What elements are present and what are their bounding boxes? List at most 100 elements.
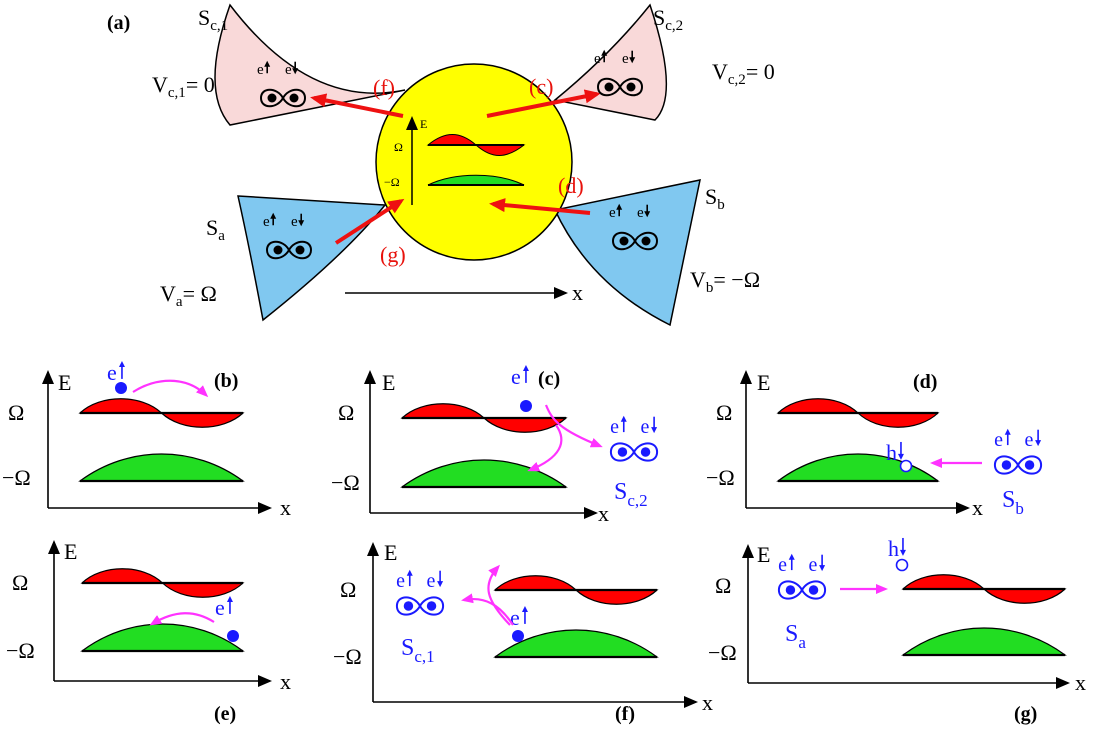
- lead-sa-voltage: Va= Ω: [160, 281, 217, 310]
- svg-text:e: e: [609, 205, 616, 221]
- lead-sc2-voltage: Vc,2= 0: [712, 59, 775, 88]
- panel-f: ExΩ−Ωee eSc,1(f): [333, 540, 713, 725]
- panel-f-lower-level: [493, 629, 659, 659]
- svg-text:e: e: [107, 360, 117, 385]
- panel-b: Ex Ω −Ω e (b): [2, 360, 291, 520]
- panel-g-label: (g): [1014, 703, 1037, 725]
- svg-text:e: e: [291, 214, 298, 230]
- panel-g: Ex Ω −Ω h e e Sa (g): [708, 536, 1086, 725]
- panel-c-omega: Ω: [338, 400, 354, 425]
- arrow-d: [489, 198, 591, 215]
- panel-f-electron-label: e: [510, 605, 528, 630]
- svg-text:e: e: [215, 595, 225, 620]
- lead-sa-name: Sa: [206, 215, 225, 244]
- svg-text:e: e: [641, 416, 650, 438]
- panel-f-arrow-up: [487, 564, 511, 626]
- arrow-d-label: (d): [558, 173, 584, 198]
- panel-f-minus-omega: −Ω: [333, 644, 362, 669]
- lead-sa: [237, 195, 387, 322]
- panel-e-minus-omega: −Ω: [6, 638, 35, 663]
- panel-c: ExΩ−Ωee eSc,2(c): [331, 364, 659, 526]
- dot-level-upper: [426, 134, 526, 156]
- lead-sc1-name: Sc,1: [198, 5, 228, 34]
- panel-b-minus-omega: −Ω: [2, 465, 31, 490]
- arrow-c-label: (c): [529, 74, 553, 99]
- quantum-dot: [375, 63, 573, 261]
- panel-e-e-label: E: [64, 539, 77, 564]
- panel-g-lead-name: Sa: [785, 621, 806, 652]
- panel-d-lower-level: [776, 453, 940, 483]
- svg-text:e: e: [594, 51, 601, 67]
- panel-f-lead-name: Sc,1: [401, 635, 435, 666]
- panel-g-omega: Ω: [715, 573, 731, 598]
- arrow-g-label: (g): [380, 242, 406, 267]
- panel-d-x-label: x: [972, 495, 983, 520]
- panel-d-omega: Ω: [716, 400, 732, 425]
- svg-text:h: h: [886, 440, 897, 465]
- panel-d-upper-level: [776, 398, 940, 428]
- panel-d: Ex Ω −Ω h e e Sb (d): [706, 370, 1043, 520]
- panel-c-label: (c): [538, 368, 560, 390]
- panel-g-x-label: x: [1075, 670, 1086, 695]
- panel-c-split-arrow-right: [544, 404, 603, 448]
- panel-c-lead-name: Sc,2: [614, 479, 648, 510]
- panel-c-split-arrow-down: [527, 424, 563, 472]
- panels-b-to-g: ExΩ−Ωe (b) ExΩ−Ωee eSc,2(c) ExΩ−Ωh e eSb(d)ExΩ…: [2, 360, 1086, 725]
- panel-d-e-label: E: [757, 370, 770, 395]
- panel-e: Ex Ω −Ω e (e): [6, 539, 291, 725]
- panel-f-electron: [512, 630, 524, 642]
- panel-b-lower-level: [78, 453, 245, 483]
- arrow-f-label: (f): [373, 75, 395, 100]
- panel-b-electron: [115, 382, 127, 394]
- svg-text:e: e: [778, 554, 787, 576]
- panel-a-x-label: x: [572, 280, 583, 305]
- panel-f-label: (f): [615, 703, 635, 725]
- panel-f-omega: Ω: [340, 577, 356, 602]
- panel-b-e-label: E: [58, 370, 71, 395]
- panel-c-minus-omega: −Ω: [331, 470, 360, 495]
- svg-text:e: e: [637, 205, 644, 221]
- panel-f-x-label: x: [702, 690, 713, 715]
- svg-text:e: e: [510, 605, 520, 630]
- lead-sb-voltage: Vb= −Ω: [690, 267, 760, 296]
- panel-c-electron-label: e: [511, 364, 529, 389]
- panel-f-e-label: E: [384, 540, 397, 565]
- panel-b-transfer-arrow: [132, 379, 209, 398]
- svg-text:e: e: [427, 570, 436, 592]
- lead-cooper-pairs: e ee ee ee e: [257, 49, 659, 260]
- arrow-f: [310, 93, 404, 118]
- panel-c-e-label: E: [382, 370, 395, 395]
- arrow-c: [486, 89, 601, 118]
- panel-b-electron-label: e: [107, 360, 125, 385]
- panel-e-transfer-arrow: [149, 612, 215, 626]
- svg-text:e: e: [610, 416, 619, 438]
- dot-axis-minus-omega: −Ω: [384, 175, 400, 189]
- dot-axis-e: E: [420, 117, 427, 131]
- panel-e-upper-level: [80, 568, 245, 598]
- panel-e-omega: Ω: [12, 570, 28, 595]
- panel-c-lower-level: [400, 459, 568, 489]
- lead-sb: [553, 179, 701, 327]
- panel-g-upper-level: [901, 574, 1067, 604]
- svg-text:e: e: [263, 214, 270, 230]
- svg-text:e: e: [622, 51, 629, 67]
- svg-text:e: e: [511, 364, 521, 389]
- panel-g-lower-level: [901, 627, 1067, 657]
- panel-a-label: (a): [107, 12, 130, 34]
- panel-e-label: (e): [214, 703, 236, 725]
- svg-text:e: e: [994, 429, 1003, 451]
- svg-text:e: e: [1025, 429, 1034, 451]
- lead-sc2: [553, 3, 668, 121]
- svg-text:e: e: [396, 570, 405, 592]
- panel-d-label: (d): [913, 371, 937, 393]
- panel-d-lead-name: Sb: [1002, 487, 1024, 518]
- arrow-g: [334, 198, 405, 245]
- panel-b-x-label: x: [280, 495, 291, 520]
- panel-e-electron: [227, 630, 239, 642]
